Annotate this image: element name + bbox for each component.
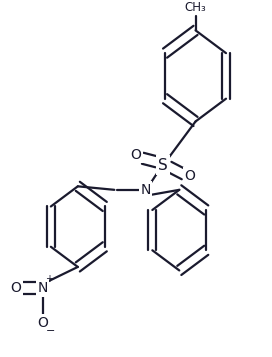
Text: O: O [131,148,141,162]
Text: S: S [158,158,168,173]
Text: N: N [38,281,48,295]
Text: CH₃: CH₃ [185,1,206,14]
Text: −: − [45,326,55,336]
Text: +: + [45,274,53,284]
Text: O: O [37,316,48,330]
Text: O: O [185,169,196,183]
Text: N: N [140,183,151,197]
Text: O: O [10,281,21,295]
